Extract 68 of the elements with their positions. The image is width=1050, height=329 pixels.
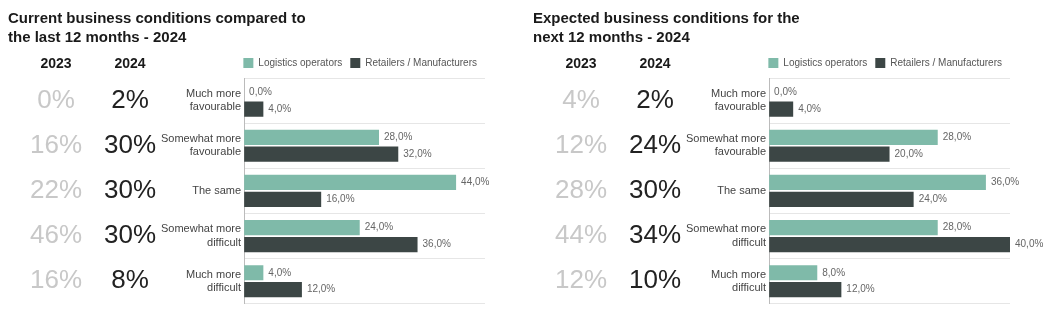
text: 2% xyxy=(636,83,674,114)
bar xyxy=(244,236,418,253)
data-label: 40,0% xyxy=(1015,238,1044,250)
y-tick-label: Somewhat more difficult xyxy=(685,222,767,248)
data-label: 16,0% xyxy=(326,193,355,205)
y-tick-label: Much more difficult xyxy=(186,267,242,293)
bar xyxy=(769,219,938,236)
data-label: 24,0% xyxy=(364,221,394,233)
bar xyxy=(244,282,302,298)
data-label: 12,0% xyxy=(306,283,336,295)
y-tick-label: Somewhat more favourable xyxy=(160,132,242,158)
bar xyxy=(769,129,938,145)
bar xyxy=(769,146,890,162)
bar xyxy=(769,191,914,207)
legend-label: Retailers / Manufacturers xyxy=(890,56,1003,68)
y-tick-label: Much more favourable xyxy=(186,87,242,113)
text: 2023 xyxy=(40,54,72,71)
data-label: 44,0% xyxy=(461,176,490,188)
text: 30% xyxy=(103,174,157,205)
bar xyxy=(769,282,842,298)
data-label: 4,0% xyxy=(268,266,292,278)
y-tick-label: The same xyxy=(192,183,242,196)
y-tick-label: Somewhat more difficult xyxy=(160,222,242,248)
data-label: 8,0% xyxy=(822,266,846,278)
data-label: 4,0% xyxy=(798,102,822,114)
bar xyxy=(769,236,1010,253)
data-label: 4,0% xyxy=(268,102,292,114)
text: 2024 xyxy=(114,54,146,71)
data-label: 0,0% xyxy=(774,85,797,97)
bar xyxy=(769,101,794,117)
legend-label: Logistics operators xyxy=(783,56,868,68)
bar xyxy=(244,146,399,162)
data-label: 28,0% xyxy=(384,131,413,143)
data-label: 24,0% xyxy=(918,193,948,205)
data-label: 12,0% xyxy=(846,283,875,295)
bar xyxy=(769,174,986,191)
text: 30% xyxy=(103,219,157,250)
legend-label: Logistics operators xyxy=(258,56,343,68)
data-label: 28,0% xyxy=(942,221,972,233)
y-tick-label: Somewhat more favourable xyxy=(685,132,767,158)
text: 2023 xyxy=(565,54,597,71)
y-tick-label: Much more favourable xyxy=(711,87,767,113)
bar xyxy=(244,101,264,117)
text: 8% xyxy=(111,264,149,295)
bar xyxy=(244,174,457,191)
data-label: 20,0% xyxy=(894,147,924,159)
text: 24% xyxy=(628,128,682,159)
y-tick-label: Much more difficult xyxy=(711,267,767,293)
chart-title: Current business conditions compared to the last 12 months - 2024 xyxy=(8,8,307,46)
bar xyxy=(244,129,379,145)
bar xyxy=(244,219,360,236)
data-label: 32,0% xyxy=(403,147,432,159)
text: 30% xyxy=(628,174,682,205)
text: 2% xyxy=(111,83,149,114)
data-label: 0,0% xyxy=(249,85,272,97)
text: 34% xyxy=(628,219,682,250)
data-label: 36,0% xyxy=(990,176,1020,188)
y-tick-label: The same xyxy=(717,183,767,196)
data-label: 36,0% xyxy=(422,238,452,250)
bar xyxy=(769,265,818,281)
bar xyxy=(244,191,322,207)
text: 30% xyxy=(103,128,157,159)
text: 10% xyxy=(628,264,682,295)
text: 2024 xyxy=(639,54,671,71)
data-label: 28,0% xyxy=(942,131,972,143)
legend-label: Retailers / Manufacturers xyxy=(365,56,478,68)
chart-title: Expected business conditions for the next 12 months - 2024 xyxy=(533,8,801,46)
bar xyxy=(244,265,264,281)
